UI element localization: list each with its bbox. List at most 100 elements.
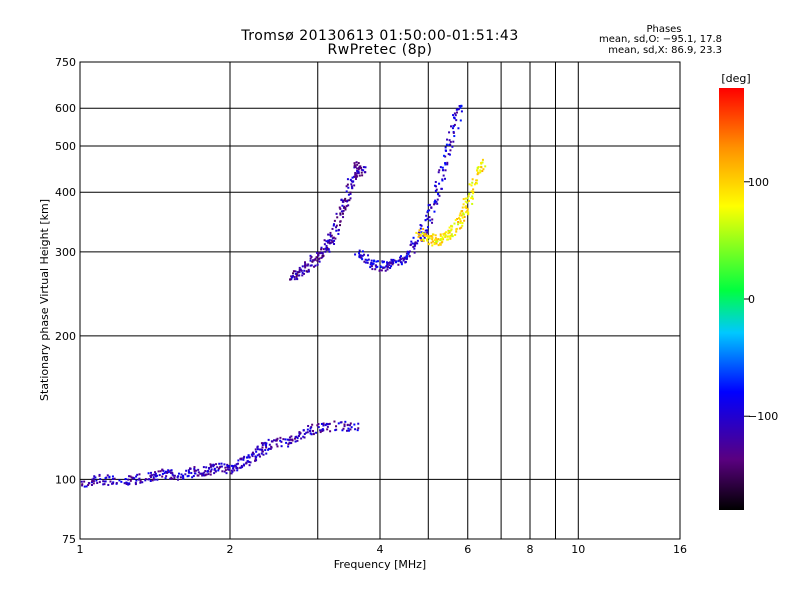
data-point [209,473,212,476]
data-point [137,478,140,481]
data-point [431,218,434,221]
data-point [294,270,297,273]
data-point [310,264,313,267]
data-point [309,254,312,257]
data-point [343,425,346,428]
data-point [217,467,220,470]
data-point [204,474,207,477]
data-point [102,480,105,483]
data-point [459,220,462,223]
data-point [481,161,484,164]
data-point [440,241,443,244]
data-point [429,235,432,238]
data-point [179,476,182,479]
data-point [341,204,344,207]
data-point [354,166,357,169]
data-point [289,278,292,281]
data-point [480,161,483,164]
data-point [427,236,430,239]
data-point [357,422,360,425]
data-point [435,238,438,241]
data-point [270,440,273,443]
data-point [355,161,358,164]
data-point [320,248,323,251]
data-point [445,231,448,234]
data-point [187,474,190,477]
data-point [480,166,483,169]
data-point [299,432,302,435]
data-point [453,135,456,138]
data-point [205,473,208,476]
data-point [357,427,360,430]
data-point [173,477,176,480]
y-axis-ticks: 75 100 200 300 400 500 600 750 [55,56,76,546]
data-point [171,473,174,476]
phase-stats-x: mean, sd,X: 86.9, 23.3 [608,45,722,56]
data-point [442,233,445,236]
data-point [173,474,176,477]
data-point [298,433,301,436]
data-point [427,204,430,207]
data-point [310,426,313,429]
data-point [291,272,294,275]
data-point [85,485,88,488]
data-point [309,257,312,260]
data-point [329,233,332,236]
data-point [304,266,307,269]
data-point [316,263,319,266]
data-point [81,483,84,486]
data-point [208,466,211,469]
data-point [444,236,447,239]
data-point [380,269,383,272]
data-point [164,477,167,480]
data-point [149,476,152,479]
data-point [408,255,411,258]
data-point [223,470,226,473]
data-point [329,430,332,433]
data-point [456,108,459,111]
data-point [252,452,255,455]
data-point [123,482,126,485]
data-point [235,466,238,469]
data-point [328,422,331,425]
data-point [190,472,193,475]
data-point [290,435,293,438]
data-point [435,240,438,243]
data-point [177,472,180,475]
data-point [128,482,131,485]
data-point [391,263,394,266]
data-point [340,210,343,213]
data-point [133,477,136,480]
data-point [205,466,208,469]
data-point [226,466,229,469]
data-point [450,228,453,231]
data-point [433,243,436,246]
data-point [256,454,259,457]
data-point [332,224,335,227]
data-point [355,174,358,177]
data-point [169,469,172,472]
data-point [441,179,444,182]
data-point [417,232,420,235]
x-tick-label: 8 [527,543,534,556]
data-point [219,465,222,468]
data-point [460,226,463,229]
data-point [334,237,337,240]
data-point [428,237,431,240]
data-point [287,445,290,448]
data-point [220,465,223,468]
data-point [470,197,473,200]
data-point [471,181,474,184]
data-point [397,260,400,263]
data-point [81,484,84,487]
data-point [286,438,289,441]
data-point [390,258,393,261]
data-point [329,242,332,245]
x-tick-label: 1 [77,543,84,556]
data-point [389,266,392,269]
data-point [157,470,160,473]
data-point [247,454,250,457]
data-point [325,240,328,243]
data-point [267,447,270,450]
